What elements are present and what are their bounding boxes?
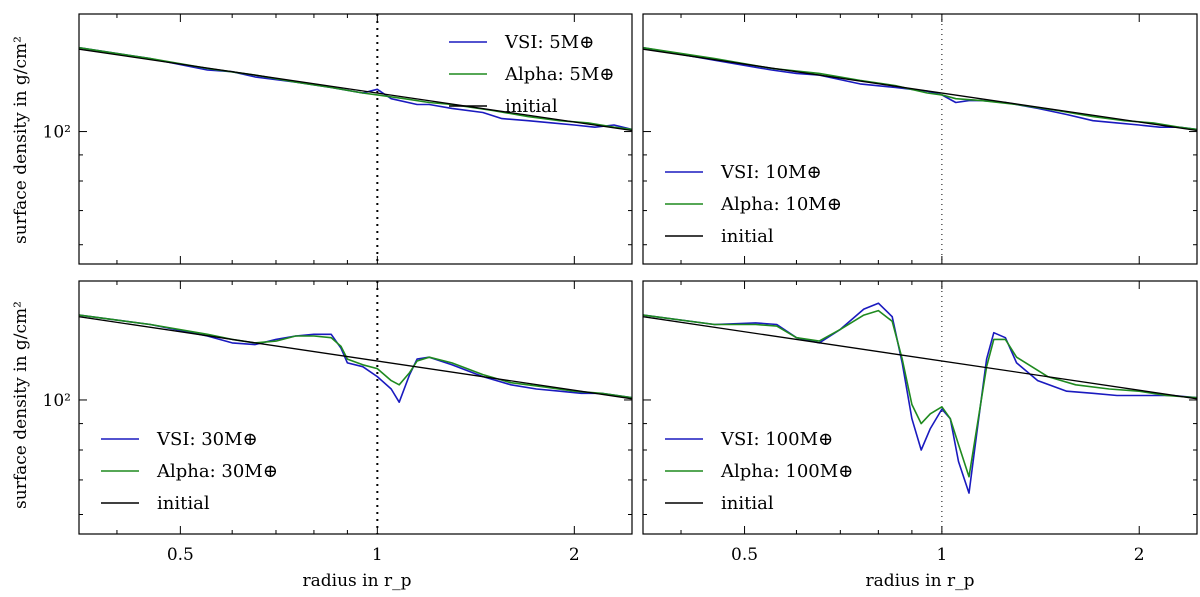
legend-label: VSI: 100M⊕: [720, 429, 833, 450]
series-line-alpha: [643, 46, 1197, 131]
legend-label: Alpha: 5M⊕: [504, 64, 614, 85]
legend: VSI: 10M⊕ Alpha: 10M⊕ initial: [665, 162, 842, 247]
series-line-vsi: [79, 314, 632, 404]
legend-label: VSI: 5M⊕: [504, 32, 594, 53]
series-line-initial: [643, 48, 1197, 132]
x-tick-label: 2: [569, 545, 580, 565]
panel-bottom-right: 0.5 1 2 VSI: 100M⊕ Alpha: 100M⊕ initial: [642, 280, 1198, 565]
y-tick-label: 10²: [43, 123, 71, 143]
x-tick-label: 1: [936, 545, 947, 565]
axes-frame: [642, 280, 1198, 535]
legend-label: Alpha: 10M⊕: [720, 194, 842, 215]
series-line-initial: [643, 316, 1197, 400]
panel-top-left: 10² VSI: 5M⊕ Alpha: 5M⊕ initial: [43, 13, 633, 265]
axes-frame: [642, 13, 1198, 265]
x-tick-label: 2: [1134, 545, 1145, 565]
x-tick-label: 1: [372, 545, 383, 565]
x-tick-label: 0.5: [731, 545, 758, 565]
xlabel-right: radius in r_p: [866, 571, 975, 591]
legend-label: VSI: 30M⊕: [156, 429, 258, 450]
panels: 10² VSI: 5M⊕ Alpha: 5M⊕ initial VSI: 10M⊕ Alp…: [43, 13, 1198, 565]
panel-top-right: VSI: 10M⊕ Alpha: 10M⊕ initial: [642, 13, 1198, 265]
legend-label: initial: [505, 96, 558, 117]
series-group: [643, 302, 1197, 494]
series-group: [643, 46, 1197, 132]
series-line-alpha: [643, 309, 1197, 478]
legend-label: initial: [157, 493, 210, 514]
y-tick-label: 10²: [43, 391, 71, 411]
x-tick-label: 0.5: [167, 545, 194, 565]
xlabel-left: radius in r_p: [303, 571, 412, 591]
legend: VSI: 5M⊕ Alpha: 5M⊕ initial: [449, 32, 614, 117]
series-line-initial: [79, 48, 632, 132]
legend-label: initial: [721, 493, 774, 514]
series-line-vsi: [643, 46, 1197, 131]
legend: VSI: 100M⊕ Alpha: 100M⊕ initial: [665, 429, 853, 514]
legend-label: initial: [721, 226, 774, 247]
series-line-initial: [79, 316, 632, 400]
series-group: [79, 314, 632, 404]
legend: VSI: 30M⊕ Alpha: 30M⊕ initial: [101, 429, 278, 514]
axes-frame: [78, 13, 633, 265]
legend-label: Alpha: 100M⊕: [720, 461, 853, 482]
axes-frame: [78, 280, 633, 535]
series-group: [79, 46, 632, 132]
ylabel-top: surface density in g/cm²: [11, 36, 31, 244]
series-line-alpha: [79, 46, 632, 131]
legend-label: VSI: 10M⊕: [720, 162, 822, 183]
panel-bottom-left: 0.5 1 2 10² VSI: 30M⊕ Alpha: 30M⊕ initial: [43, 280, 633, 565]
legend-label: Alpha: 30M⊕: [156, 461, 278, 482]
ylabel-bottom: surface density in g/cm²: [11, 301, 31, 509]
